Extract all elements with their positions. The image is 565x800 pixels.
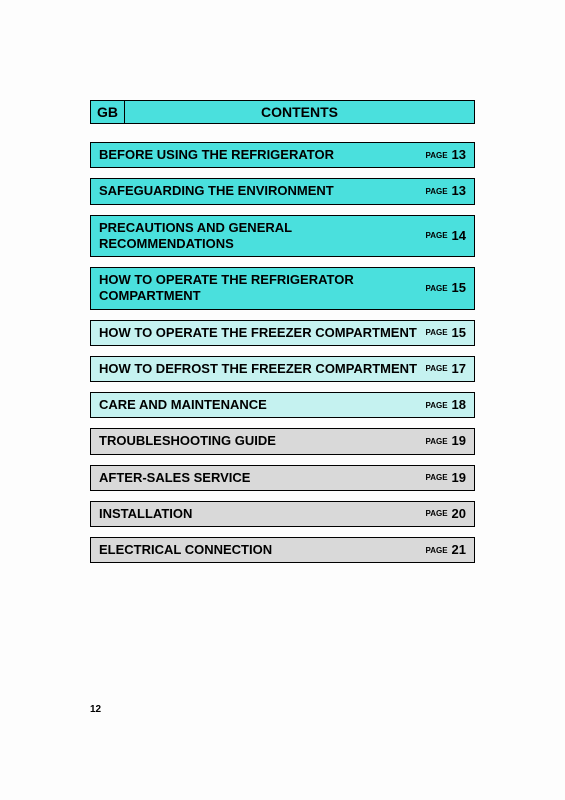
toc-row: ELECTRICAL CONNECTIONPAGE 21 <box>90 537 475 563</box>
toc-row-page: PAGE 14 <box>425 228 466 244</box>
toc-row: INSTALLATIONPAGE 20 <box>90 501 475 527</box>
language-box: GB <box>90 100 125 124</box>
page-label: PAGE <box>425 364 447 373</box>
toc-row-page: PAGE 13 <box>425 183 466 199</box>
toc-row-page: PAGE 18 <box>425 397 466 413</box>
page-label: PAGE <box>425 328 447 337</box>
toc-row-page-number: 20 <box>452 506 466 521</box>
page-label: PAGE <box>425 187 447 196</box>
toc-row-title: PRECAUTIONS AND GENERAL RECOMMENDATIONS <box>99 220 425 253</box>
page-label: PAGE <box>425 473 447 482</box>
header-row: GB CONTENTS <box>90 100 475 124</box>
toc-row: BEFORE USING THE REFRIGERATORPAGE 13 <box>90 142 475 168</box>
page-label: PAGE <box>425 509 447 518</box>
page-label: PAGE <box>425 151 447 160</box>
toc-row: CARE AND MAINTENANCEPAGE 18 <box>90 392 475 418</box>
toc-row-title: BEFORE USING THE REFRIGERATOR <box>99 147 425 163</box>
page-number: 12 <box>90 704 101 715</box>
toc-row-page-number: 14 <box>452 228 466 243</box>
toc-row-page: PAGE 19 <box>425 433 466 449</box>
page-label: PAGE <box>425 231 447 240</box>
toc-row-page-number: 19 <box>452 433 466 448</box>
toc-row: TROUBLESHOOTING GUIDEPAGE 19 <box>90 428 475 454</box>
toc-row-page-number: 18 <box>452 397 466 412</box>
toc-row-page-number: 13 <box>452 147 466 162</box>
page: GB CONTENTS BEFORE USING THE REFRIGERATO… <box>0 0 565 800</box>
toc-row-title: ELECTRICAL CONNECTION <box>99 542 425 558</box>
toc-row-page: PAGE 19 <box>425 470 466 486</box>
toc-row-page-number: 17 <box>452 361 466 376</box>
toc-row-page-number: 15 <box>452 280 466 295</box>
toc-row-title: TROUBLESHOOTING GUIDE <box>99 433 425 449</box>
toc-row-page: PAGE 15 <box>425 280 466 296</box>
page-label: PAGE <box>425 437 447 446</box>
toc-row-title: INSTALLATION <box>99 506 425 522</box>
toc-row-title: SAFEGUARDING THE ENVIRONMENT <box>99 183 425 199</box>
toc-row: SAFEGUARDING THE ENVIRONMENTPAGE 13 <box>90 178 475 204</box>
toc-row-page-number: 21 <box>452 542 466 557</box>
toc-row-title: HOW TO DEFROST THE FREEZER COMPARTMENT <box>99 361 425 377</box>
toc-row-title: CARE AND MAINTENANCE <box>99 397 425 413</box>
toc-row-page-number: 19 <box>452 470 466 485</box>
toc-row-page-number: 13 <box>452 183 466 198</box>
toc-row-page: PAGE 17 <box>425 361 466 377</box>
toc-container: BEFORE USING THE REFRIGERATORPAGE13SAFEG… <box>90 142 475 563</box>
toc-row-title: HOW TO OPERATE THE REFRIGERATOR COMPARTM… <box>99 272 425 305</box>
toc-row-page: PAGE 21 <box>425 542 466 558</box>
toc-row: PRECAUTIONS AND GENERAL RECOMMENDATIONSP… <box>90 215 475 258</box>
toc-row: HOW TO DEFROST THE FREEZER COMPARTMENTPA… <box>90 356 475 382</box>
contents-title: CONTENTS <box>125 100 475 124</box>
toc-row-page: PAGE 13 <box>425 147 466 163</box>
toc-row-page: PAGE 15 <box>425 325 466 341</box>
toc-row-title: AFTER-SALES SERVICE <box>99 470 425 486</box>
toc-row: AFTER-SALES SERVICEPAGE 19 <box>90 465 475 491</box>
toc-row-title: HOW TO OPERATE THE FREEZER COMPARTMENT <box>99 325 425 341</box>
toc-row-page-number: 15 <box>452 325 466 340</box>
page-label: PAGE <box>425 546 447 555</box>
toc-row-page: PAGE 20 <box>425 506 466 522</box>
toc-row: HOW TO OPERATE THE REFRIGERATOR COMPARTM… <box>90 267 475 310</box>
toc-row: HOW TO OPERATE THE FREEZER COMPARTMENTPA… <box>90 320 475 346</box>
page-label: PAGE <box>425 284 447 293</box>
page-label: PAGE <box>425 401 447 410</box>
